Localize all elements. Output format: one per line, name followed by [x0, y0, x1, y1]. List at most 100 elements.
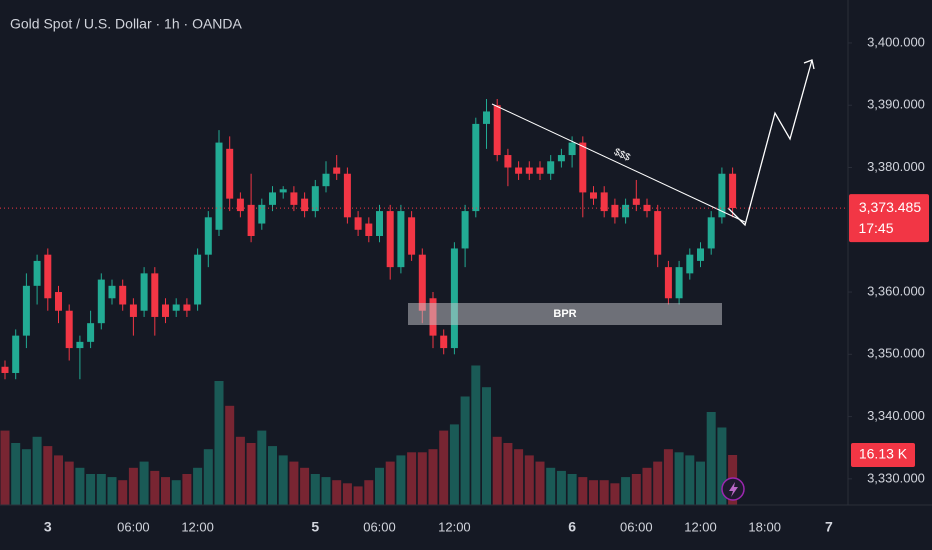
volume-bar	[332, 480, 342, 505]
candle-body	[333, 167, 341, 174]
candle-body	[397, 211, 405, 268]
candle-body	[343, 173, 351, 218]
x-tick-label: 12:00	[684, 519, 717, 534]
volume-bar	[182, 474, 192, 505]
volume-bar	[321, 477, 331, 505]
candle-body	[247, 204, 255, 236]
candle-body	[172, 304, 180, 311]
volume-bar	[674, 452, 684, 505]
candle-body	[365, 223, 373, 236]
volume-bar	[214, 381, 224, 505]
volume-bar	[546, 467, 556, 505]
candle-body	[204, 217, 212, 255]
candle-body	[301, 198, 309, 212]
volume-bar	[407, 452, 417, 505]
candle-body	[44, 254, 52, 299]
candle-body	[461, 211, 469, 249]
volume-bar	[556, 470, 566, 505]
volume-bar	[54, 455, 63, 505]
candle-body	[33, 260, 41, 286]
volume-bar	[482, 387, 491, 505]
volume-bar	[64, 461, 74, 505]
candle-body	[632, 198, 640, 205]
candle-body	[515, 167, 523, 174]
y-tick-label: 3,340.000	[867, 408, 925, 423]
candle-body	[290, 192, 298, 205]
candle-body	[600, 192, 608, 212]
countdown: 17:45	[858, 220, 893, 236]
volume-bar	[107, 477, 117, 505]
candle-body	[279, 189, 287, 193]
volume-bar	[0, 430, 10, 505]
volume-bar	[492, 436, 502, 505]
candle-body	[557, 155, 565, 162]
volume-bar	[631, 474, 641, 505]
volume-bar	[717, 427, 727, 505]
candle-body	[119, 285, 127, 305]
y-tick-label: 3,380.000	[867, 159, 925, 174]
volume-bar	[75, 467, 85, 505]
candle-body	[194, 254, 202, 305]
x-tick-label: 7	[825, 519, 833, 535]
volume-bar	[685, 455, 695, 505]
candle-body	[697, 248, 704, 261]
candle-body	[322, 173, 330, 187]
candle-body	[472, 123, 480, 212]
x-tick-label: 5	[311, 519, 319, 535]
volume-bar	[235, 436, 245, 505]
volume-bar	[342, 483, 352, 505]
candle-body	[376, 211, 383, 236]
candle-body	[1, 366, 9, 373]
volume-bar	[439, 430, 449, 505]
volume-bar	[21, 449, 31, 505]
candle-body	[504, 155, 512, 168]
candle-body	[664, 267, 672, 299]
volume-bar	[578, 477, 588, 505]
candle-body	[590, 192, 597, 199]
volume-bar	[193, 467, 203, 505]
volume-bar	[535, 461, 545, 505]
candle-body	[611, 204, 619, 218]
candle-body	[718, 173, 726, 218]
y-tick-label: 3,350.000	[867, 346, 925, 361]
alert-icon-bolt	[729, 482, 738, 497]
x-tick-label: 06:00	[363, 519, 396, 534]
last-price-label: 3,373.485	[859, 199, 921, 215]
x-tick-label: 06:00	[117, 519, 150, 534]
volume-bar	[514, 449, 524, 505]
candle-body	[226, 148, 234, 199]
volume-bar	[300, 467, 310, 505]
candle-body	[108, 285, 116, 299]
candle-body	[547, 161, 555, 174]
candle-body	[236, 198, 244, 212]
volume-bar	[278, 455, 288, 505]
volume-bar	[225, 405, 235, 505]
x-tick-label: 12:00	[181, 519, 214, 534]
volume-label: 16.13 K	[859, 446, 908, 462]
candle-body	[686, 254, 694, 274]
volume-bar	[460, 396, 470, 505]
volume-bar	[599, 480, 609, 505]
candle-body	[22, 285, 30, 336]
arrow-head	[803, 59, 815, 70]
volume-bar	[128, 467, 138, 505]
volume-bar	[428, 449, 438, 505]
candle-body	[129, 304, 137, 317]
candle-body	[386, 211, 394, 268]
candle-body	[55, 292, 62, 311]
volume-bar	[246, 443, 256, 505]
candle-body	[258, 204, 266, 224]
candle-body	[525, 167, 533, 174]
volume-bar	[310, 474, 320, 505]
volume-bar	[589, 480, 598, 505]
volume-bar	[503, 443, 513, 505]
candle-body	[418, 254, 426, 311]
chart-title: Gold Spot / U.S. Dollar · 1h · OANDA	[10, 16, 243, 32]
volume-bar	[32, 436, 42, 505]
candle-body	[729, 173, 737, 209]
x-tick-label: 3	[44, 519, 52, 535]
candle-body	[76, 341, 84, 349]
projection-arrow	[727, 59, 813, 227]
volume-bar	[11, 443, 21, 505]
